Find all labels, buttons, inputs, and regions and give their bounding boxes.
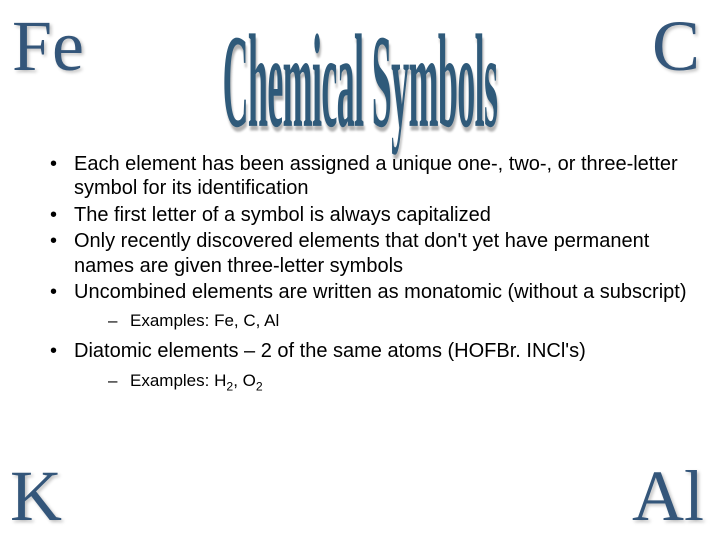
sub-item: Examples: H2, O2 (74, 370, 696, 395)
examples-mid: , O (233, 371, 256, 390)
bullet-list: Each element has been assigned a unique … (44, 152, 696, 395)
bullet-item: Diatomic elements – 2 of the same atoms … (44, 339, 696, 394)
sub-list: Examples: H2, O2 (74, 370, 696, 395)
bullet-item: Each element has been assigned a unique … (44, 152, 696, 201)
bullet-text: Uncombined elements are written as monat… (74, 281, 686, 303)
sub-list: Examples: Fe, C, Al (74, 310, 696, 333)
bullet-item: Uncombined elements are written as monat… (44, 280, 696, 333)
examples-prefix: Examples: H (130, 371, 226, 390)
sub-item: Examples: Fe, C, Al (74, 310, 696, 333)
bullet-item: The first letter of a symbol is always c… (44, 203, 696, 227)
corner-element-k: K (10, 460, 62, 532)
page-title: Chemical Symbols (223, 4, 498, 158)
corner-element-c: C (652, 10, 700, 82)
bullet-text: Diatomic elements – 2 of the same atoms … (74, 340, 586, 362)
subscript: 2 (256, 379, 263, 393)
content-area: Each element has been assigned a unique … (44, 152, 696, 401)
corner-element-fe: Fe (12, 10, 84, 82)
bullet-item: Only recently discovered elements that d… (44, 229, 696, 278)
corner-element-al: Al (632, 460, 704, 532)
